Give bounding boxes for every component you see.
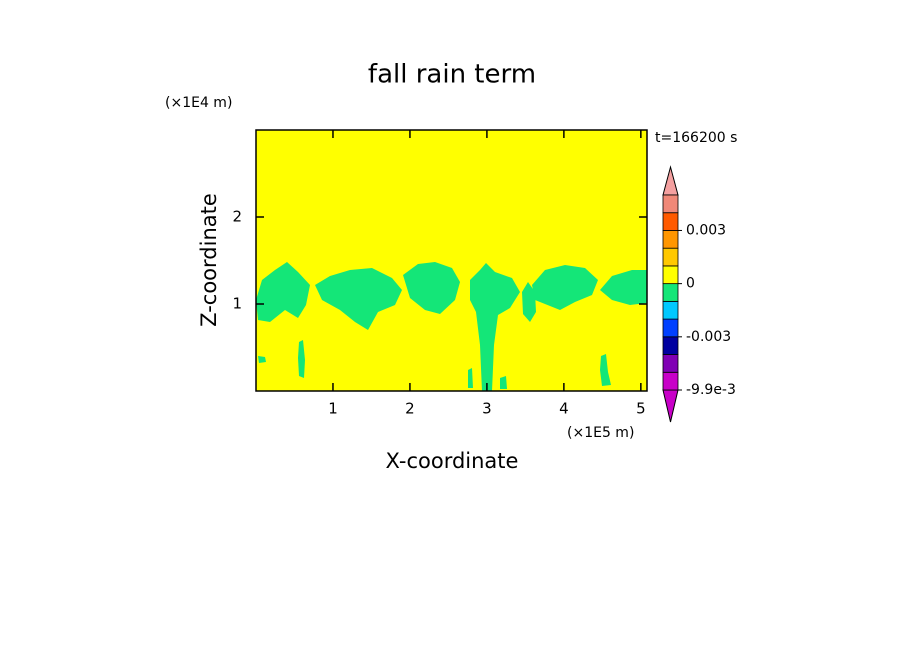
contour-region [600, 270, 647, 305]
colorbar-box [662, 336, 679, 355]
contour-region [532, 265, 598, 310]
y-tick-label: 2 [232, 208, 242, 226]
colorbar-box [662, 300, 679, 320]
contour-region [500, 376, 507, 389]
colorbar-box [662, 354, 679, 373]
colorbar-under [662, 389, 679, 423]
contour-region [522, 282, 536, 322]
plot-frame [255, 129, 648, 392]
x-axis-label: X-coordinate [386, 449, 519, 473]
colorbar-box [662, 230, 679, 249]
y-axis-label: Z-coordinate [197, 193, 221, 327]
time-label: t=166200 s [655, 130, 737, 146]
colorbar-box [662, 265, 679, 285]
x-tick-label: 4 [559, 400, 569, 418]
colorbar-box [662, 194, 679, 214]
colorbar-box [662, 318, 679, 338]
contour-region [298, 340, 305, 378]
chart-title: fall rain term [368, 60, 536, 90]
colorbar-tick-label: 0.003 [686, 222, 726, 238]
colorbar-box [662, 247, 679, 267]
colorbar-tick-label: -0.003 [686, 329, 731, 345]
contour-region [470, 263, 520, 391]
colorbar-over [662, 165, 679, 196]
contour-region [403, 262, 460, 314]
contour-region [315, 268, 402, 330]
y-unit: (×1E4 m) [165, 95, 232, 111]
x-tick-label: 1 [328, 400, 338, 418]
contour-regions [256, 262, 647, 391]
colorbar-box [662, 212, 679, 231]
contour-region [256, 262, 310, 322]
x-unit: (×1E5 m) [567, 425, 634, 441]
colorbar-box [662, 283, 679, 302]
colorbar-box [662, 371, 679, 391]
contour-region [600, 354, 611, 386]
x-tick-label: 3 [482, 400, 492, 418]
contour-region [258, 356, 266, 363]
contour-region [468, 368, 473, 388]
colorbar-tick-label: 0 [686, 276, 695, 292]
y-tick-label: 1 [232, 295, 242, 313]
plot-area [256, 130, 647, 391]
colorbar-tick-label: -9.9e-3 [686, 382, 736, 398]
x-tick-label: 2 [405, 400, 415, 418]
x-tick-label: 5 [636, 400, 646, 418]
